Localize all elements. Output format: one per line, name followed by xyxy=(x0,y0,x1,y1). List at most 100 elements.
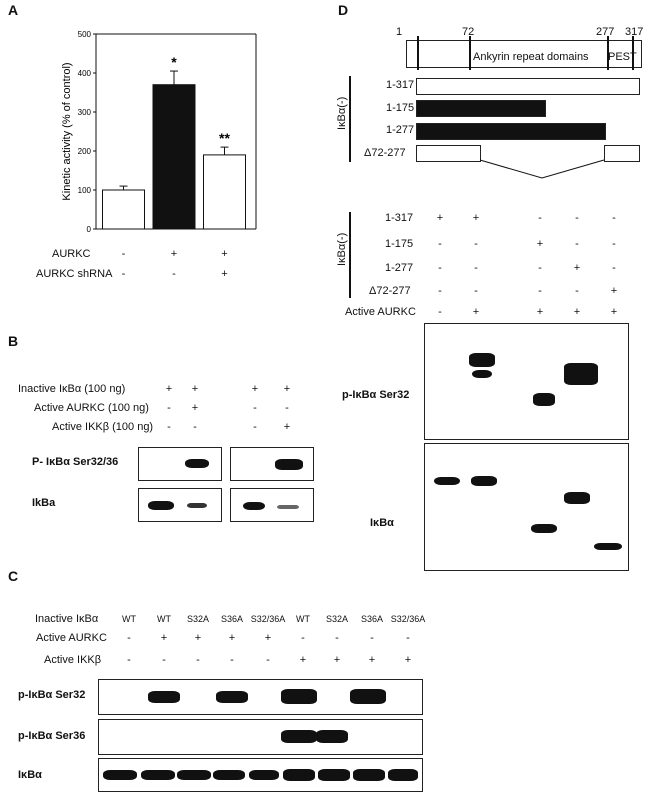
lane-label: S32A xyxy=(325,614,349,624)
condition-mark: - xyxy=(612,238,616,250)
condition-mark: - xyxy=(121,268,126,280)
d-row-label-ikba: IκBα xyxy=(370,517,394,529)
blot-band xyxy=(277,505,299,509)
condition-mark: - xyxy=(285,402,289,414)
condition-mark: - xyxy=(575,212,579,224)
blot-b2-ikba xyxy=(230,488,314,522)
condition-mark: - xyxy=(474,262,478,274)
domain-pos-317: 317 xyxy=(625,26,644,38)
construct-bar-d72-277-c xyxy=(604,145,640,162)
b-condition-active-aurkc: Active AURKC (100 ng) xyxy=(34,402,149,414)
domain-pos-72: 72 xyxy=(462,26,475,38)
condition-mark: - xyxy=(196,654,200,666)
condition-mark: + xyxy=(283,421,291,433)
construct-label-1-317: 1-317 xyxy=(386,79,415,91)
condition-mark: - xyxy=(370,632,374,644)
domain-pest-label: PEST xyxy=(608,51,637,63)
blot-band xyxy=(177,770,211,780)
bar xyxy=(152,84,196,230)
blot-band xyxy=(249,770,279,780)
condition-mark: - xyxy=(167,402,171,414)
construct-label-1-277: 1-277 xyxy=(386,124,415,136)
blot-d-ikba xyxy=(424,443,629,571)
condition-mark: + xyxy=(264,632,272,644)
condition-mark: + xyxy=(251,383,259,395)
d-condition-1-277: 1-277 xyxy=(385,262,414,274)
condition-mark: - xyxy=(612,262,616,274)
domain-pos-1: 1 xyxy=(396,26,403,38)
deletion-lines xyxy=(479,159,605,179)
blot-b1-ikba xyxy=(138,488,222,522)
condition-mark: + xyxy=(573,306,581,318)
condition-mark: + xyxy=(228,632,236,644)
b-row-label-phospho: P- IκBα Ser32/36 xyxy=(32,456,119,468)
bar xyxy=(102,189,145,230)
blot-band xyxy=(388,769,418,781)
d-condition-1-317: 1-317 xyxy=(385,212,414,224)
lane-label: WT xyxy=(157,614,171,624)
blot-d-ser32 xyxy=(424,323,629,440)
domain-tick xyxy=(417,36,419,70)
condition-mark: - xyxy=(230,654,234,666)
blot-band xyxy=(594,543,622,550)
blot-band xyxy=(434,477,460,485)
construct-bar-d72-277-n xyxy=(416,145,481,162)
domain-tick xyxy=(607,36,609,70)
bar xyxy=(203,154,246,230)
condition-mark: - xyxy=(438,285,442,297)
condition-mark: - xyxy=(538,262,542,274)
condition-mark: - xyxy=(538,212,542,224)
blot-band xyxy=(185,459,209,468)
condition-label-aurkc-shrna: AURKC shRNA xyxy=(36,268,113,280)
blot-band xyxy=(275,459,303,470)
condition-mark: - xyxy=(474,285,478,297)
condition-mark: - xyxy=(266,654,270,666)
construct-group-label: IκBα(-) xyxy=(336,96,348,130)
condition-label-aurkc: AURKC xyxy=(52,248,91,260)
blot-band xyxy=(353,769,385,781)
panel-label-b: B xyxy=(8,333,19,349)
condition-mark: - xyxy=(438,238,442,250)
condition-mark: + xyxy=(165,383,173,395)
y-tick-label: 400 xyxy=(78,69,92,78)
condition-mark: + xyxy=(436,212,444,224)
lane-label: S36A xyxy=(220,614,244,624)
condition-mark: - xyxy=(575,238,579,250)
c-row-label-inactive: Inactive IκBα xyxy=(35,613,99,625)
domain-pos-277: 277 xyxy=(596,26,615,38)
blot-band xyxy=(564,363,598,385)
y-tick-label: 100 xyxy=(78,186,92,195)
b-row-label-ikba: IkBa xyxy=(32,497,56,509)
y-tick-label: 300 xyxy=(78,108,92,117)
blot-band xyxy=(187,503,207,508)
condition-mark: - xyxy=(121,248,126,260)
d-condition-1-175: 1-175 xyxy=(385,238,414,250)
condition-mark: + xyxy=(194,632,202,644)
condition-mark: + xyxy=(191,383,199,395)
bracket-line xyxy=(349,76,351,162)
domain-map: Ankyrin repeat domains PEST xyxy=(406,36,642,70)
blot-band xyxy=(213,770,245,780)
condition-mark: + xyxy=(404,654,412,666)
blot-band xyxy=(148,691,180,703)
significance-mark: * xyxy=(171,54,177,70)
condition-mark: - xyxy=(167,421,171,433)
lane-label: S32/36A xyxy=(390,614,426,624)
condition-mark: + xyxy=(472,306,480,318)
y-tick-label: 500 xyxy=(78,30,92,39)
blot-band xyxy=(141,770,175,780)
blot-band xyxy=(148,501,174,510)
condition-mark: - xyxy=(193,421,197,433)
panel-label-a: A xyxy=(8,2,19,18)
d-condition-d72-277: Δ72-277 xyxy=(369,285,411,297)
condition-mark: - xyxy=(612,212,616,224)
blot-band xyxy=(350,689,386,704)
construct-bar-1-317 xyxy=(416,78,640,95)
blot-b1-phospho xyxy=(138,447,222,481)
condition-mark: - xyxy=(438,306,442,318)
condition-mark: - xyxy=(253,421,257,433)
blot-band xyxy=(531,524,557,533)
condition-mark: - xyxy=(438,262,442,274)
condition-mark: + xyxy=(283,383,291,395)
blot-band xyxy=(472,370,492,378)
